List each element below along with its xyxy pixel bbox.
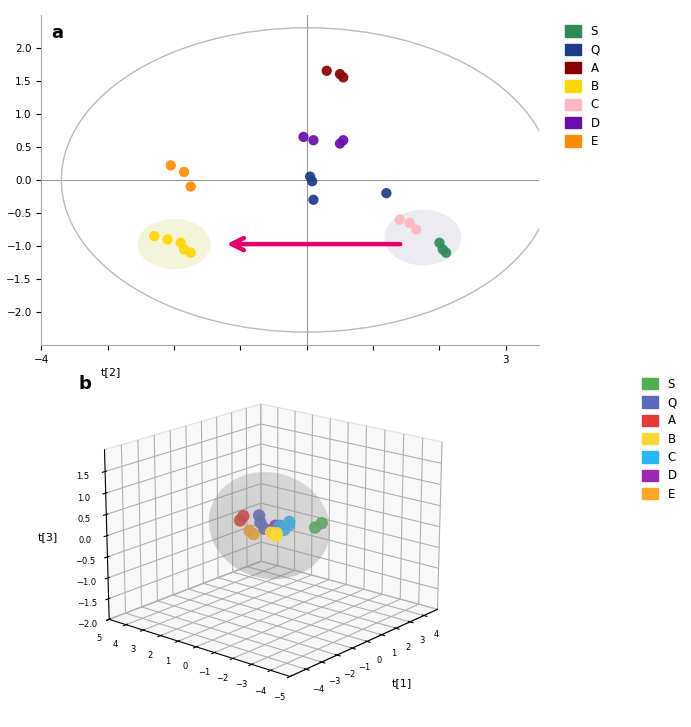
Point — [334, 68, 346, 80]
Point — [307, 175, 318, 187]
Point — [298, 131, 309, 142]
Point — [176, 237, 187, 249]
Ellipse shape — [138, 219, 211, 269]
Point — [441, 247, 452, 259]
X-axis label: t[1]: t[1] — [279, 371, 301, 384]
X-axis label: t[1]: t[1] — [392, 678, 412, 688]
Point — [308, 134, 319, 146]
Text: t[2]: t[2] — [101, 366, 121, 377]
Point — [338, 71, 349, 83]
Point — [185, 247, 196, 259]
Text: b: b — [79, 374, 91, 393]
Point — [308, 194, 319, 206]
Point — [381, 188, 392, 199]
Ellipse shape — [384, 209, 462, 265]
Point — [434, 237, 445, 249]
Point — [394, 214, 405, 225]
Point — [437, 244, 448, 255]
Point — [178, 244, 189, 255]
Point — [404, 217, 415, 229]
Point — [185, 181, 196, 193]
Text: a: a — [51, 25, 64, 42]
Point — [305, 171, 316, 182]
Point — [149, 230, 160, 242]
Legend: S, Q, A, B, C, D, E: S, Q, A, B, C, D, E — [560, 20, 605, 153]
Point — [334, 137, 346, 149]
Point — [162, 233, 173, 245]
Point — [338, 134, 349, 146]
Point — [165, 159, 176, 171]
Point — [410, 224, 422, 236]
Legend: S, Q, A, B, C, D, E: S, Q, A, B, C, D, E — [637, 373, 681, 505]
Point — [321, 65, 332, 76]
Point — [178, 166, 189, 178]
